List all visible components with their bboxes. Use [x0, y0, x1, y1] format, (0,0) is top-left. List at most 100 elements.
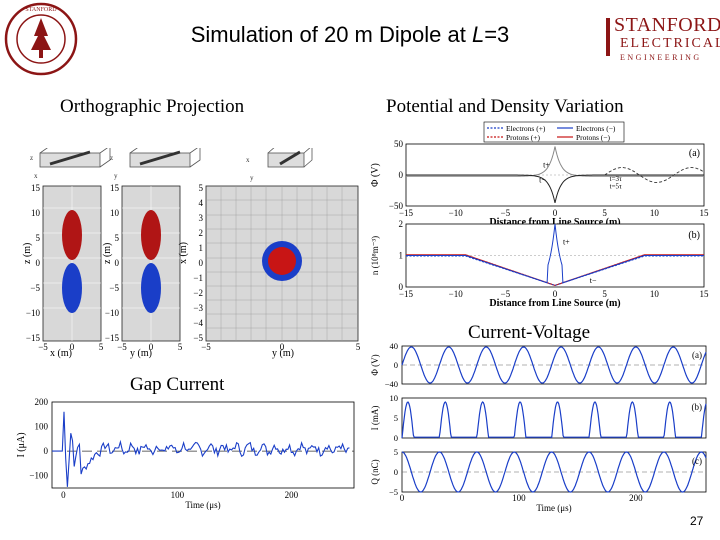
iv-y-tick: 5	[394, 447, 398, 457]
svg-text:y: y	[250, 174, 254, 182]
density-x-tick: 10	[650, 289, 660, 299]
potential-x-tick: 15	[700, 208, 710, 218]
iv-x-tick: 0	[400, 493, 405, 503]
potential-xlabel: Distance from Line Source (m)	[489, 217, 620, 228]
section-label-potential: Potential and Density Variation	[386, 96, 624, 117]
ortho-plot-yx: x (m) y (m)	[178, 185, 359, 359]
svg-text:z: z	[110, 154, 113, 162]
gap-x-tick: 0	[61, 490, 66, 500]
potential-x-tick: 10	[650, 208, 660, 218]
iv-y-tick: 10	[390, 393, 399, 403]
ortho-z-tick: −15	[26, 333, 41, 343]
svg-text:z (m): z (m)	[102, 243, 113, 264]
section-label-orthographic: Orthographic Projection	[60, 96, 245, 117]
page-number: 27	[690, 514, 704, 528]
ortho-bottom-tick: 0	[70, 342, 75, 352]
ortho-bottom-tick: −5	[38, 342, 48, 352]
gap-y-tick: 0	[44, 446, 49, 456]
potential-wave	[604, 167, 705, 183]
ortho-bottom-tick: 0	[280, 342, 285, 352]
ortho-z-tick: 5	[36, 233, 41, 243]
slide-title: Simulation of 20 m Dipole at L=3	[190, 22, 510, 47]
ortho-thumbnail-1: zx	[30, 148, 111, 180]
gap-axes	[51, 401, 355, 489]
potential-annotation: t=5τ	[610, 183, 622, 191]
potential-curve-plus	[406, 146, 704, 177]
ortho-bottom-tick: 5	[356, 342, 361, 352]
potential-annotation: t+	[543, 161, 550, 170]
ortho-z-tick: −10	[26, 308, 41, 318]
legend-entry: Protons (−)	[576, 133, 611, 142]
ortho-thumbnail-2: zy	[110, 148, 201, 180]
ortho-z-tick: 15	[110, 183, 120, 193]
iv-y-tick: 5	[394, 413, 398, 423]
potential-density-figure: Electrons (+)Protons (+) Electrons (−)Pro…	[370, 121, 710, 309]
svg-text:z: z	[30, 154, 33, 162]
ortho-x-tick: −4	[193, 318, 203, 328]
potential-x-tick: 5	[602, 208, 607, 218]
iv-x-tick: 200	[629, 493, 643, 503]
ortho-z-tick: 0	[115, 258, 120, 268]
gap-y-tick: 200	[35, 397, 49, 407]
density-ylabel: n (10⁸m⁻³)	[370, 236, 380, 275]
iv-panel-label: (a)	[692, 350, 702, 360]
gap-y-tick: −100	[29, 471, 48, 481]
density-panel-label: (b)	[688, 230, 700, 241]
iv-ylabel: Q (nC)	[370, 459, 380, 484]
svg-text:x (m): x (m)	[50, 348, 72, 359]
iv-xlabel: Time (μs)	[536, 503, 571, 513]
stanford-ee-logo: STANFORD ELECTRICAL ENGINEERING	[606, 12, 720, 68]
potential-x-tick: −10	[449, 208, 464, 218]
legend-entry: Protons (+)	[506, 133, 541, 142]
ortho-z-tick: 5	[115, 233, 120, 243]
iv-curve	[401, 451, 707, 493]
ortho-z-tick: 0	[36, 258, 41, 268]
density-y-tick: 2	[399, 219, 404, 229]
potential-annotation: t−	[539, 175, 546, 184]
potential-x-tick: −5	[501, 208, 511, 218]
ortho-plot-xz: z (m) x (m)	[22, 185, 102, 359]
iv-y-tick: 0	[394, 467, 398, 477]
legend-entry: Electrons (+)	[506, 124, 546, 133]
ortho-bottom-tick: 0	[149, 342, 154, 352]
ortho-bottom-tick: −5	[201, 342, 211, 352]
gap-current-curve	[52, 411, 350, 487]
iv-ylabel: I (mA)	[370, 406, 380, 431]
iv-y-tick: −5	[389, 487, 398, 497]
gap-y-tick: 100	[35, 422, 49, 432]
gap-current-figure: 200 100 0 −100 0 100 200 Time (μs) I (μA)	[16, 397, 355, 510]
potential-x-tick: 0	[553, 208, 558, 218]
ortho-bottom-tick: −5	[117, 342, 127, 352]
potential-x-tick: −15	[399, 208, 414, 218]
ortho-x-tick: −2	[193, 288, 203, 298]
iv-ylabel: Φ (V)	[370, 354, 380, 375]
svg-text:y (m): y (m)	[130, 348, 152, 359]
gap-x-tick: 200	[285, 490, 299, 500]
gap-xlabel: Time (μs)	[185, 500, 220, 510]
density-electrons	[406, 255, 704, 286]
density-x-tick: 15	[700, 289, 710, 299]
density-y-tick: 0	[399, 282, 404, 292]
svg-text:x (m): x (m)	[178, 242, 189, 264]
density-annotation: t+	[563, 237, 570, 246]
gap-x-tick: 100	[171, 490, 185, 500]
ortho-x-tick: 0	[199, 258, 204, 268]
iv-y-tick: 0	[394, 360, 398, 370]
iv-y-tick: 0	[394, 433, 398, 443]
svg-text:y (m): y (m)	[272, 348, 294, 359]
gap-ylabel: I (μA)	[16, 432, 27, 457]
potential-y-tick: 50	[394, 139, 404, 149]
density-x-tick: −15	[399, 289, 414, 299]
density-protons	[406, 254, 704, 287]
ortho-projection-figure: zx zy x y z (m) x (m) z (m) y (m)	[22, 148, 361, 359]
ortho-z-tick: 15	[31, 183, 41, 193]
iv-curve	[401, 346, 707, 384]
density-xlabel: Distance from Line Source (m)	[489, 298, 620, 309]
ortho-x-tick: 3	[199, 213, 204, 223]
iv-x-tick: 100	[512, 493, 526, 503]
svg-text:z (m): z (m)	[22, 243, 33, 264]
section-label-current-voltage: Current-Voltage	[468, 322, 591, 343]
svg-text:x: x	[34, 172, 38, 180]
density-annotation: t−	[590, 276, 597, 285]
section-label-gap-current: Gap Current	[130, 374, 225, 395]
